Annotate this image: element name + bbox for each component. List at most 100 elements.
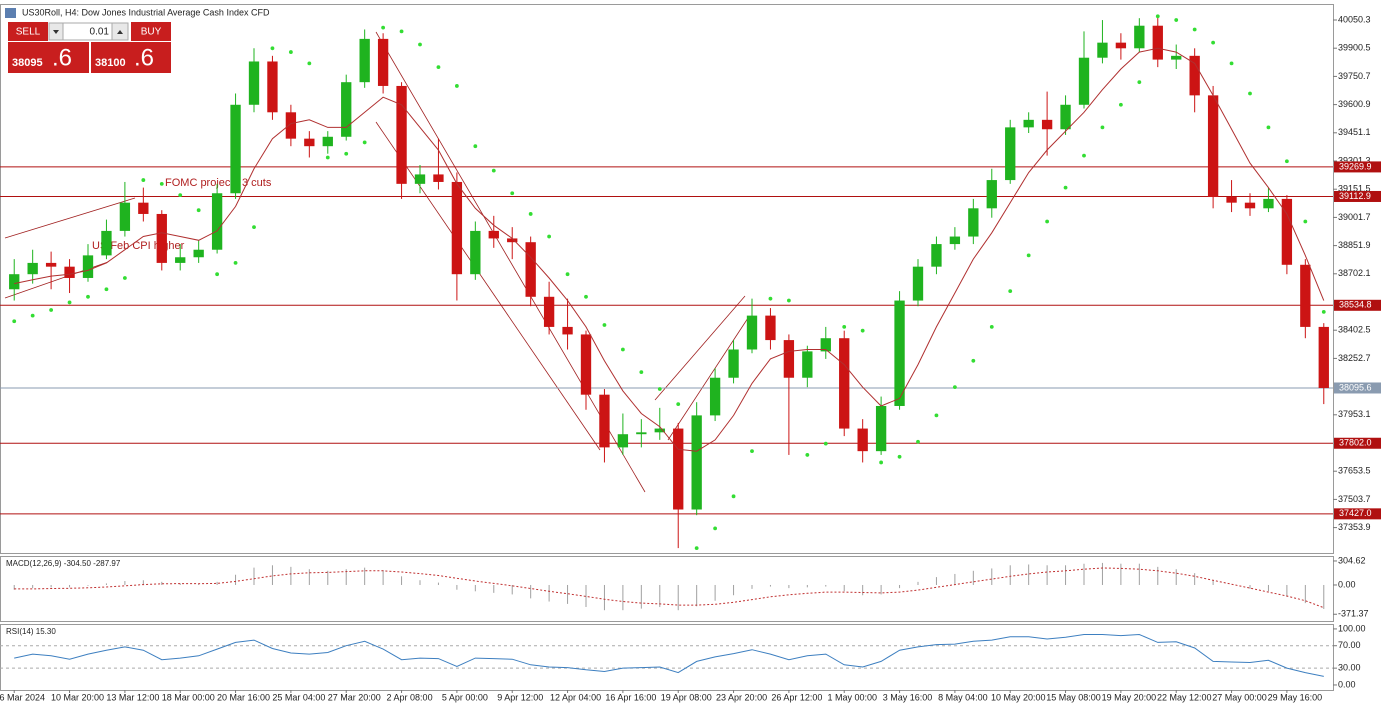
- y-tick-label: 37503.7: [1338, 494, 1371, 504]
- candle-body: [654, 428, 665, 433]
- trendline: [4, 197, 136, 239]
- candle-body: [248, 61, 260, 105]
- sar-dot: [547, 234, 552, 239]
- candle-body: [599, 394, 610, 448]
- level-label: 37427.0: [1339, 508, 1372, 518]
- candle-body: [912, 266, 924, 301]
- x-tick-label: 20 Mar 16:00: [217, 692, 270, 702]
- candle-body: [1318, 326, 1329, 388]
- annotation: FOMC projects 3 cuts: [165, 177, 272, 189]
- ask-box[interactable]: [91, 42, 171, 73]
- candle-body: [285, 112, 297, 139]
- x-tick-label: 10 May 20:00: [991, 692, 1046, 702]
- y-tick-label: 38252.7: [1338, 353, 1371, 363]
- y-tick-label: 39001.7: [1338, 212, 1371, 222]
- candle-body: [470, 230, 481, 275]
- x-tick-label: 19 Apr 08:00: [661, 692, 712, 702]
- sar-dot: [934, 413, 939, 418]
- sar-dot: [1321, 309, 1326, 314]
- sar-dot: [1137, 80, 1142, 85]
- y-tick-label: 304.62: [1338, 555, 1366, 565]
- sar-dot: [67, 300, 72, 305]
- sar-dot: [178, 193, 183, 198]
- buy-button[interactable]: [131, 22, 171, 41]
- sar-dot: [436, 65, 441, 70]
- sar-dot: [473, 144, 478, 149]
- candle-body: [580, 334, 592, 395]
- candle-body: [304, 138, 315, 147]
- current-price-box: [1334, 382, 1381, 394]
- buy-label[interactable]: BUY: [141, 27, 162, 38]
- y-tick-label: 39900.5: [1338, 43, 1371, 53]
- candle-body: [9, 274, 20, 290]
- candle-body: [1152, 25, 1163, 60]
- sar-dot: [1118, 102, 1123, 107]
- trendline: [654, 295, 746, 401]
- bid-fraction[interactable]: .6: [52, 44, 72, 71]
- candle-body: [359, 38, 370, 83]
- sar-dot: [602, 323, 607, 327]
- bid-box[interactable]: [8, 42, 89, 73]
- y-tick-label: 70.00: [1338, 640, 1361, 650]
- sar-dot: [233, 261, 238, 265]
- candle-body: [433, 174, 444, 182]
- symbol-title: US30Roll, H4: Dow Jones Industrial Avera…: [22, 7, 270, 17]
- candle-body: [765, 315, 776, 341]
- candle-body: [1097, 42, 1108, 58]
- sell-label[interactable]: SELL: [16, 27, 41, 38]
- chart-icon: [5, 8, 16, 18]
- candle-body: [1005, 127, 1016, 181]
- candle-body: [1134, 25, 1145, 49]
- candle-body: [820, 338, 831, 352]
- candle-body: [1244, 202, 1256, 209]
- level-label-box: [1334, 161, 1381, 173]
- candle-body: [396, 85, 407, 184]
- candle-body: [451, 181, 463, 275]
- candle-body: [211, 193, 223, 250]
- sar-dot: [49, 308, 54, 312]
- level-label: 38534.8: [1339, 300, 1372, 310]
- sar-dot: [971, 358, 976, 363]
- sar-dot: [528, 212, 533, 216]
- ask-main[interactable]: 38100: [95, 57, 126, 69]
- candle-body: [543, 296, 555, 327]
- sar-dot: [1229, 61, 1234, 66]
- candle-body: [1226, 197, 1237, 203]
- sar-dot: [805, 453, 810, 457]
- sar-dot: [30, 313, 35, 318]
- candle-body: [414, 174, 426, 184]
- sar-dot: [454, 84, 459, 88]
- y-tick-label: 0.00: [1338, 579, 1356, 589]
- sell-button[interactable]: [8, 22, 48, 41]
- y-tick-label: 39451.1: [1338, 127, 1371, 137]
- level-label: 39112.9: [1339, 191, 1371, 201]
- y-tick-label: 37953.1: [1338, 409, 1371, 419]
- sar-dot: [1008, 289, 1013, 294]
- sar-dot: [952, 385, 957, 390]
- lot-value[interactable]: 0.01: [90, 27, 110, 38]
- sar-dot: [731, 494, 736, 499]
- ask-fraction[interactable]: .6: [134, 44, 154, 71]
- bid-main[interactable]: 38095: [12, 57, 43, 69]
- candle-body: [1207, 95, 1219, 198]
- x-tick-label: 12 Apr 04:00: [550, 692, 601, 702]
- candle-body: [673, 428, 684, 510]
- sar-dot: [620, 347, 625, 352]
- candle-body: [507, 238, 518, 243]
- candle-body: [64, 266, 75, 278]
- candle-body: [488, 230, 499, 239]
- x-tick-label: 9 Apr 12:00: [497, 692, 543, 702]
- x-tick-label: 25 Mar 04:00: [272, 692, 325, 702]
- candle-body: [322, 136, 333, 147]
- sar-dot: [510, 191, 515, 196]
- sar-dot: [750, 449, 754, 454]
- sar-dot: [122, 276, 127, 280]
- sar-dot: [307, 61, 312, 66]
- candle-body: [691, 415, 702, 510]
- rsi-title: RSI(14) 15.30: [6, 627, 56, 636]
- candle-body: [636, 432, 647, 435]
- macd-frame: [0, 556, 1334, 622]
- candle-body: [175, 257, 186, 263]
- x-tick-label: 23 Apr 20:00: [716, 692, 767, 702]
